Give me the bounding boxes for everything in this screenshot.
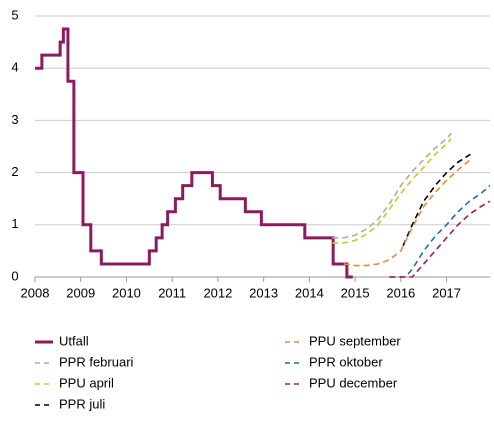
y-tick-label: 0 [11, 268, 18, 283]
y-tick-label: 4 [11, 60, 18, 75]
series-line [35, 27, 353, 279]
series-line [389, 185, 491, 278]
series-line [343, 158, 471, 267]
series-line [332, 138, 452, 244]
x-tick-label: 2010 [112, 285, 141, 300]
y-tick-label: 2 [11, 164, 18, 179]
x-tick-label: 2009 [66, 285, 95, 300]
x-tick-label: 2013 [249, 285, 278, 300]
legend-label: PPU april [59, 375, 114, 390]
y-tick-label: 5 [11, 7, 18, 22]
series-line [332, 132, 452, 239]
x-tick-label: 2016 [386, 285, 415, 300]
x-tick-label: 2017 [432, 285, 461, 300]
legend-label: Utfall [59, 333, 89, 348]
series-line [389, 200, 491, 278]
legend-label: PPU december [309, 375, 398, 390]
x-tick-label: 2012 [203, 285, 232, 300]
series-line [402, 153, 471, 247]
legend-label: PPR oktober [309, 354, 383, 369]
x-tick-label: 2015 [341, 285, 370, 300]
legend-label: PPR februari [59, 354, 134, 369]
y-tick-label: 3 [11, 112, 18, 127]
x-tick-label: 2014 [295, 285, 324, 300]
legend-label: PPU september [309, 333, 401, 348]
x-tick-label: 2008 [21, 285, 50, 300]
x-tick-label: 2011 [158, 285, 186, 300]
legend-label: PPR juli [59, 396, 105, 411]
y-tick-label: 1 [11, 216, 18, 231]
